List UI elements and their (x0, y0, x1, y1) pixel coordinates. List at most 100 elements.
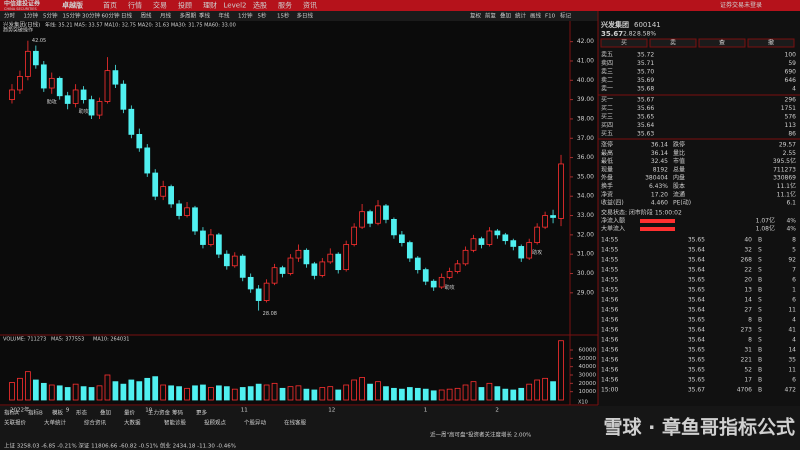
volume-bar (247, 386, 254, 401)
volume-bar (478, 387, 485, 401)
panel-tab[interactable]: 关联报价 (4, 419, 27, 427)
date-label: 10 (145, 408, 152, 414)
y-tick-label: 29.00 (577, 289, 594, 296)
volume-bar (367, 383, 373, 401)
indicator-tab[interactable]: 指标B (28, 409, 43, 417)
menu-item[interactable]: Level2 (224, 2, 247, 10)
y-tick-label: 40.00 (577, 77, 594, 84)
trade-button[interactable] (600, 38, 648, 48)
trade-button[interactable] (747, 38, 795, 48)
date-label: 2 (495, 408, 499, 414)
indicator-tab[interactable]: 量价 (124, 410, 136, 417)
volume-bar (223, 386, 230, 401)
stat-value: 395.5亿 (773, 157, 796, 165)
indicator-tab[interactable]: 叠加 (100, 409, 111, 417)
book-level: 买四 (601, 121, 613, 129)
period-tab[interactable]: 季线 (199, 12, 211, 20)
tick-price: 35.64 (688, 267, 705, 274)
panel-tab[interactable]: 综合资讯 (84, 419, 107, 427)
flow-value: 1.08亿 (756, 225, 775, 233)
logo-en: CHINA SECURITIES (4, 7, 38, 11)
period-tab[interactable]: 日线 (121, 12, 133, 20)
menu-item[interactable]: 交易 (153, 1, 167, 10)
y-tick-label: 35.00 (577, 173, 594, 180)
menu-item[interactable]: 行情 (128, 1, 142, 10)
trade-button[interactable] (698, 38, 746, 48)
indicator-tab[interactable]: 模板 (52, 409, 64, 417)
candle-body (56, 77, 63, 97)
trade-button[interactable] (649, 38, 697, 48)
tool-button[interactable]: 前复 (485, 12, 497, 20)
candle-body (192, 207, 198, 232)
trade-button-label[interactable]: 查 (719, 39, 725, 47)
period-tab[interactable]: 30分钟 (82, 12, 100, 20)
high-label: 42.05 (32, 38, 46, 44)
period-tab[interactable]: 1分钟 (24, 12, 39, 20)
indicator-tab[interactable]: 更多 (196, 409, 208, 417)
panel-tab[interactable]: 个股异动 (244, 420, 267, 427)
trade-button-label[interactable]: 卖 (670, 40, 676, 47)
period-tab[interactable]: 年线 (219, 12, 231, 20)
book-price: 35.67 (637, 97, 654, 104)
volume-bar (192, 385, 198, 401)
indicator-tab[interactable]: 指标A (4, 409, 19, 417)
book-volume: 59 (788, 60, 796, 67)
period-tab[interactable]: 15分钟 (63, 12, 81, 20)
panel-tab[interactable]: 大数据 (124, 419, 141, 427)
period-tab[interactable]: 5秒 (258, 12, 267, 20)
panel-tab[interactable]: 大单统计 (44, 419, 67, 427)
menu-item[interactable]: 服务 (278, 1, 292, 10)
period-tab[interactable]: 月线 (160, 12, 172, 20)
trade-button-label[interactable]: 买 (621, 39, 627, 47)
book-price: 35.65 (637, 114, 654, 121)
volume-bar (430, 390, 437, 401)
tick-price: 35.64 (688, 247, 705, 254)
period-tab[interactable]: 多日线 (297, 12, 314, 20)
flow-pct: 4% (786, 218, 796, 225)
panel-tab[interactable]: 在线客服 (284, 419, 307, 427)
tick-count: 6 (792, 297, 796, 304)
volume-bar (414, 387, 421, 401)
menu-item[interactable]: 资讯 (303, 1, 317, 10)
candle-body (120, 83, 127, 110)
date-label: 12 (328, 408, 335, 414)
period-tab[interactable]: 5分钟 (43, 12, 58, 20)
menu-item[interactable]: 选股 (253, 1, 267, 10)
tool-button[interactable]: 复权 (470, 12, 482, 20)
tool-button[interactable]: F10 (545, 14, 556, 20)
candle-body (48, 77, 55, 89)
menu-item[interactable]: 首页 (103, 1, 117, 10)
indicator-tab[interactable]: 主力资金 (148, 409, 171, 417)
stat-label: 净资 (601, 190, 613, 198)
menu-item[interactable]: 投顾 (178, 1, 192, 10)
indicator-tab[interactable]: 筹码 (172, 409, 184, 417)
tick-count: 11 (788, 367, 796, 374)
panel-tab[interactable]: 投顾观点 (204, 419, 227, 427)
title-bar (0, 0, 800, 11)
period-tab[interactable]: 分时 (4, 12, 16, 20)
volume-bar (391, 387, 397, 401)
period-tab[interactable]: 周线 (141, 12, 153, 20)
trade-button-label[interactable]: 撤 (768, 39, 774, 47)
period-tab[interactable]: 1分钟 (238, 12, 253, 20)
indicator-tab[interactable]: 形态 (76, 409, 88, 417)
candle-body (359, 211, 365, 228)
tool-button[interactable]: 叠加 (500, 12, 511, 20)
period-tab[interactable]: 多周期 (180, 12, 197, 20)
tick-side: S (758, 297, 762, 304)
tool-button[interactable]: 标记 (560, 12, 572, 20)
logo: 中信建投证券 (4, 0, 41, 8)
candle-body (311, 263, 318, 276)
stat-label: 量比 (673, 149, 685, 157)
period-tab[interactable]: 60分钟 (102, 12, 120, 20)
menu-item[interactable]: 理财 (203, 1, 217, 10)
book-level: 买一 (601, 96, 613, 104)
candle-body (446, 271, 453, 278)
panel-tab[interactable]: 智能诊股 (164, 419, 187, 427)
tool-button[interactable]: 画线 (530, 12, 542, 20)
candle-body (526, 242, 533, 259)
tool-button[interactable]: 统计 (515, 12, 527, 20)
candle-body (160, 186, 167, 197)
period-tab[interactable]: 15秒 (277, 12, 290, 20)
stat-label: 跌停 (673, 141, 685, 149)
